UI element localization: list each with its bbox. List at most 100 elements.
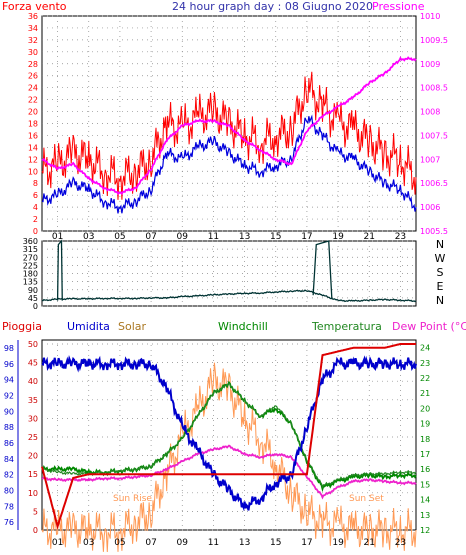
- direction-tick-label: 135: [23, 278, 38, 287]
- wind-tick-label: 14: [28, 143, 38, 152]
- temperature-legend: Temperatura: [311, 320, 382, 333]
- wind-gust-line: [41, 71, 417, 200]
- temperature-tick-label: 13: [420, 511, 430, 520]
- x-tick-label-bottom: 15: [270, 538, 281, 548]
- x-tick-label-bottom: 09: [177, 538, 189, 548]
- wind-axis-label: Forza vento: [2, 0, 67, 13]
- pressure-tick-label: 1010: [420, 12, 440, 21]
- rain-tick-label: 15: [28, 470, 38, 479]
- dewpoint-legend: Dew Point (°C): [392, 320, 466, 333]
- x-tick-label-top: 23: [395, 232, 406, 242]
- wind-tick-label: 34: [28, 24, 38, 33]
- x-tick-label-top: 13: [239, 232, 250, 242]
- wind-tick-label: 24: [28, 84, 38, 93]
- x-tick-label-bottom: 01: [52, 538, 63, 548]
- temperature-tick-label: 20: [420, 404, 430, 413]
- direction-tick-label: 180: [23, 270, 38, 279]
- direction-tick-label: 225: [23, 261, 38, 270]
- wind-tick-label: 4: [33, 203, 38, 212]
- humidity-tick-label: 88: [4, 423, 14, 432]
- temperature-tick-label: 18: [420, 435, 430, 444]
- bottom-panel-frame: [41, 339, 417, 531]
- wind-tick-label: 28: [28, 60, 38, 69]
- wind-tick-label: 22: [28, 96, 38, 105]
- x-tick-label-bottom: 21: [364, 538, 375, 548]
- humidity-tick-label: 90: [4, 407, 14, 416]
- wind-tick-label: 16: [28, 131, 38, 140]
- rain-line: [41, 343, 416, 530]
- rain-tick-label: 10: [28, 489, 38, 498]
- temperature-tick-label: 21: [420, 389, 430, 398]
- wind-tick-label: 2: [33, 215, 38, 224]
- temperature-tick-label: 22: [420, 374, 430, 383]
- humidity-tick-label: 80: [4, 486, 14, 495]
- sunrise-label: Sun Rise: [113, 494, 152, 504]
- direction-tick-label: 315: [23, 245, 38, 254]
- humidity-tick-label: 76: [4, 518, 14, 527]
- x-tick-label-bottom: 13: [239, 538, 250, 548]
- humidity-tick-label: 98: [4, 344, 14, 353]
- wind-tick-label: 10: [28, 167, 38, 176]
- x-tick-label-bottom: 17: [301, 538, 312, 548]
- temperature-line: [41, 381, 417, 489]
- x-tick-label-bottom: 05: [114, 538, 125, 548]
- x-tick-label-top: 09: [177, 232, 189, 242]
- direction-tick-label: 0: [33, 302, 38, 311]
- wind-direction-line: [42, 289, 417, 303]
- temperature-tick-label: 14: [420, 496, 430, 505]
- x-tick-label-top: 17: [301, 232, 312, 242]
- humidity-tick-label: 96: [4, 360, 14, 369]
- temperature-tick-label: 17: [420, 450, 430, 459]
- wind-tick-label: 18: [28, 120, 38, 129]
- rain-tick-label: 5: [33, 507, 38, 516]
- x-tick-label-bottom: 11: [208, 538, 219, 548]
- rain-tick-label: 45: [28, 359, 38, 368]
- pressure-tick-label: 1006: [420, 203, 440, 212]
- x-tick-label-top: 21: [364, 232, 375, 242]
- rain-tick-label: 20: [28, 452, 38, 461]
- humidity-legend: Umidita: [67, 320, 110, 333]
- x-tick-label-top: 03: [83, 232, 94, 242]
- pressure-tick-label: 1007: [420, 155, 440, 164]
- rain-tick-label: 50: [28, 340, 38, 349]
- wind-average-line: [41, 114, 417, 214]
- wind-tick-label: 30: [28, 48, 38, 57]
- x-tick-label-bottom: 07: [145, 538, 156, 548]
- humidity-tick-label: 82: [4, 471, 14, 480]
- wind-direction-spike: [312, 240, 333, 299]
- rain-tick-label: 30: [28, 414, 38, 423]
- x-tick-label-top: 11: [208, 232, 219, 242]
- solar-legend: Solar: [118, 320, 147, 333]
- x-tick-label-bottom: 23: [395, 538, 406, 548]
- temperature-tick-label: 23: [420, 359, 430, 368]
- compass-letter: E: [437, 280, 444, 293]
- wind-direction-spike: [56, 239, 63, 301]
- temperature-tick-label: 16: [420, 465, 430, 474]
- wind-tick-label: 20: [28, 108, 38, 117]
- humidity-tick-label: 86: [4, 439, 14, 448]
- solar-line: [41, 362, 417, 553]
- pressure-tick-label: 1009: [420, 60, 440, 69]
- x-tick-label-bottom: 19: [332, 538, 344, 548]
- wind-tick-label: 26: [28, 72, 38, 81]
- humidity-tick-label: 84: [4, 455, 14, 464]
- pressure-tick-label: 1005.5: [420, 227, 448, 236]
- pressure-tick-label: 1006.5: [420, 179, 448, 188]
- pressure-tick-label: 1008: [420, 108, 440, 117]
- pressure-tick-label: 1007.5: [420, 131, 448, 140]
- humidity-line: [41, 354, 417, 512]
- temperature-tick-label: 24: [420, 344, 430, 353]
- direction-panel-frame: [41, 240, 417, 307]
- rain-tick-label: 0: [33, 526, 38, 535]
- temperature-tick-label: 12: [420, 526, 430, 535]
- pressure-axis-label: Pressione: [372, 0, 425, 13]
- rain-tick-label: 40: [28, 377, 38, 386]
- pressure-tick-label: 1008.5: [420, 84, 448, 93]
- direction-tick-label: 360: [23, 237, 38, 246]
- x-tick-label-top: 15: [270, 232, 281, 242]
- rain-legend: Pioggia: [2, 320, 42, 333]
- wind-tick-label: 8: [33, 179, 38, 188]
- humidity-tick-label: 92: [4, 391, 14, 400]
- wind-tick-label: 32: [28, 36, 38, 45]
- compass-letter: S: [437, 266, 444, 279]
